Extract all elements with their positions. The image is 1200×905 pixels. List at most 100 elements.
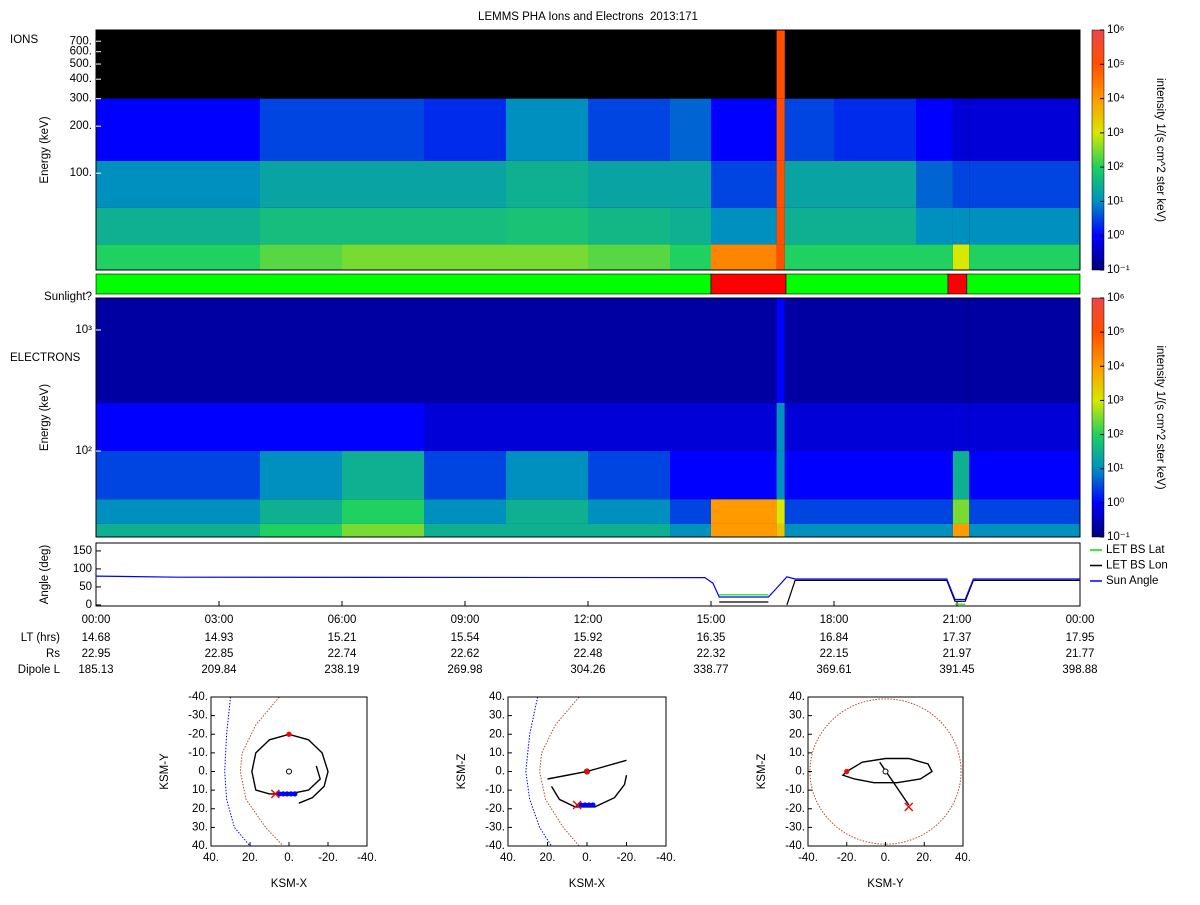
row-value: 22.95 [82,648,111,660]
legend-label: LET BS Lat [1106,544,1165,556]
heatmap-cell [784,244,834,270]
plot-frame [507,696,667,847]
heatmap-cell [776,298,785,403]
row-value: 269.98 [447,664,482,676]
plot-frame [807,696,964,847]
trajectory [879,761,910,806]
heatmap-cell [260,98,342,161]
colorbar-tick-label: 10³ [1107,127,1124,139]
x-tick-label: 0. [582,852,592,864]
position-marker [904,802,914,812]
colorbar-title: intensity 1/(s cm^2 ster keV) [1154,345,1166,489]
heatmap-cell [998,160,1080,208]
y-tick-label: 40. [192,840,208,852]
plot-frame [210,696,368,847]
y-axis-title: Energy (keV) [39,116,51,183]
heatmap-cell [670,98,711,161]
x-axis-title: KSM-X [569,878,606,890]
heatmap-cell [784,402,834,452]
heatmap-cell [784,451,834,500]
heatmap-cell [342,298,424,403]
heatmap-cell [506,499,588,524]
heatmap-cell [260,499,342,524]
heatmap-cell [178,207,260,245]
row-value: 22.32 [697,648,726,660]
planet-marker [286,768,292,775]
y-axis-title: KSM-Z [756,754,768,790]
x-tick-label: 15:00 [697,614,726,626]
heatmap-cell [998,451,1080,500]
position-marker [270,789,280,799]
heatmap-cell [916,160,953,208]
heatmap-cell [506,402,588,452]
heatmap-cell [952,298,970,403]
heatmap-cell [506,207,588,245]
heatmap-cell [178,451,260,500]
point-marker [280,791,286,797]
heatmap-cell [952,451,970,500]
y-tick-label: 100. [70,167,92,179]
heatmap-cell [916,523,953,537]
y-tick-label: 400. [70,73,92,85]
position-marker [572,800,582,810]
point-marker [292,791,298,797]
row-value: 16.35 [697,632,726,644]
x-tick-label: -40. [357,852,377,864]
heatmap-cell [834,207,916,245]
y-axis-title: KSM-Z [456,754,468,790]
y-tick-label: 0. [495,766,505,778]
y-tick-label: 0. [795,766,805,778]
heatmap-cell [776,30,785,99]
y-tick-label: 10. [489,747,505,759]
heatmap-cell [916,98,953,161]
heatmap-cell [784,207,834,245]
heatmap-cell [260,207,342,245]
y-tick-label: 10. [789,747,805,759]
point-marker [288,791,294,797]
heatmap-cell [916,298,953,403]
line-series [95,575,1080,601]
sunlight-interval [966,273,1081,295]
heatmap-cell [588,98,670,161]
colorbar-tick-label: 10⁴ [1107,360,1125,372]
heatmap-cell [969,523,998,537]
heatmap-cell [506,523,588,537]
colorbar-tick-label: 10⁶ [1107,24,1125,36]
heatmap-cell [952,402,970,452]
y-tick-label: 600. [70,46,92,58]
heatmap-cell [96,298,178,403]
heatmap-cell [506,451,588,500]
y-tick-label: 20. [489,728,505,740]
x-axis-title: KSM-X [271,878,308,890]
y-tick-label: -20. [485,803,505,815]
heatmap-cell [506,298,588,403]
row-value: 17.95 [1066,632,1095,644]
colorbar [1091,297,1105,538]
y-tick-label: 40. [789,691,805,703]
row-value: 185.13 [78,664,113,676]
heatmap-cell [952,160,970,208]
heatmap-cell [916,402,953,452]
row-value: 15.92 [574,632,603,644]
x-tick-label: 21:00 [943,614,972,626]
point-marker [844,768,850,775]
heatmap-cell [506,98,588,161]
heatmap-cell [834,298,916,403]
heatmap-cell [998,499,1080,524]
colorbar-tick-label: 10⁶ [1107,292,1125,304]
timeline-label: Sunlight? [44,291,92,303]
row-value: 369.61 [816,664,851,676]
heatmap-cell [342,499,424,524]
colorbar-tick-label: 10⁰ [1107,230,1125,242]
y-tick-label: 150 [73,545,92,557]
plot-area [224,697,329,846]
heatmap-cell [998,298,1080,403]
x-tick-label: -40. [656,852,676,864]
y-tick-label: -30. [785,821,805,833]
plot-area [809,698,962,845]
x-tick-label: -20. [617,852,637,864]
row-value: 22.74 [328,648,357,660]
colorbar-tick-label: 10⁵ [1107,58,1125,70]
row-value: 21.97 [943,648,972,660]
heatmap-cell [916,244,953,270]
